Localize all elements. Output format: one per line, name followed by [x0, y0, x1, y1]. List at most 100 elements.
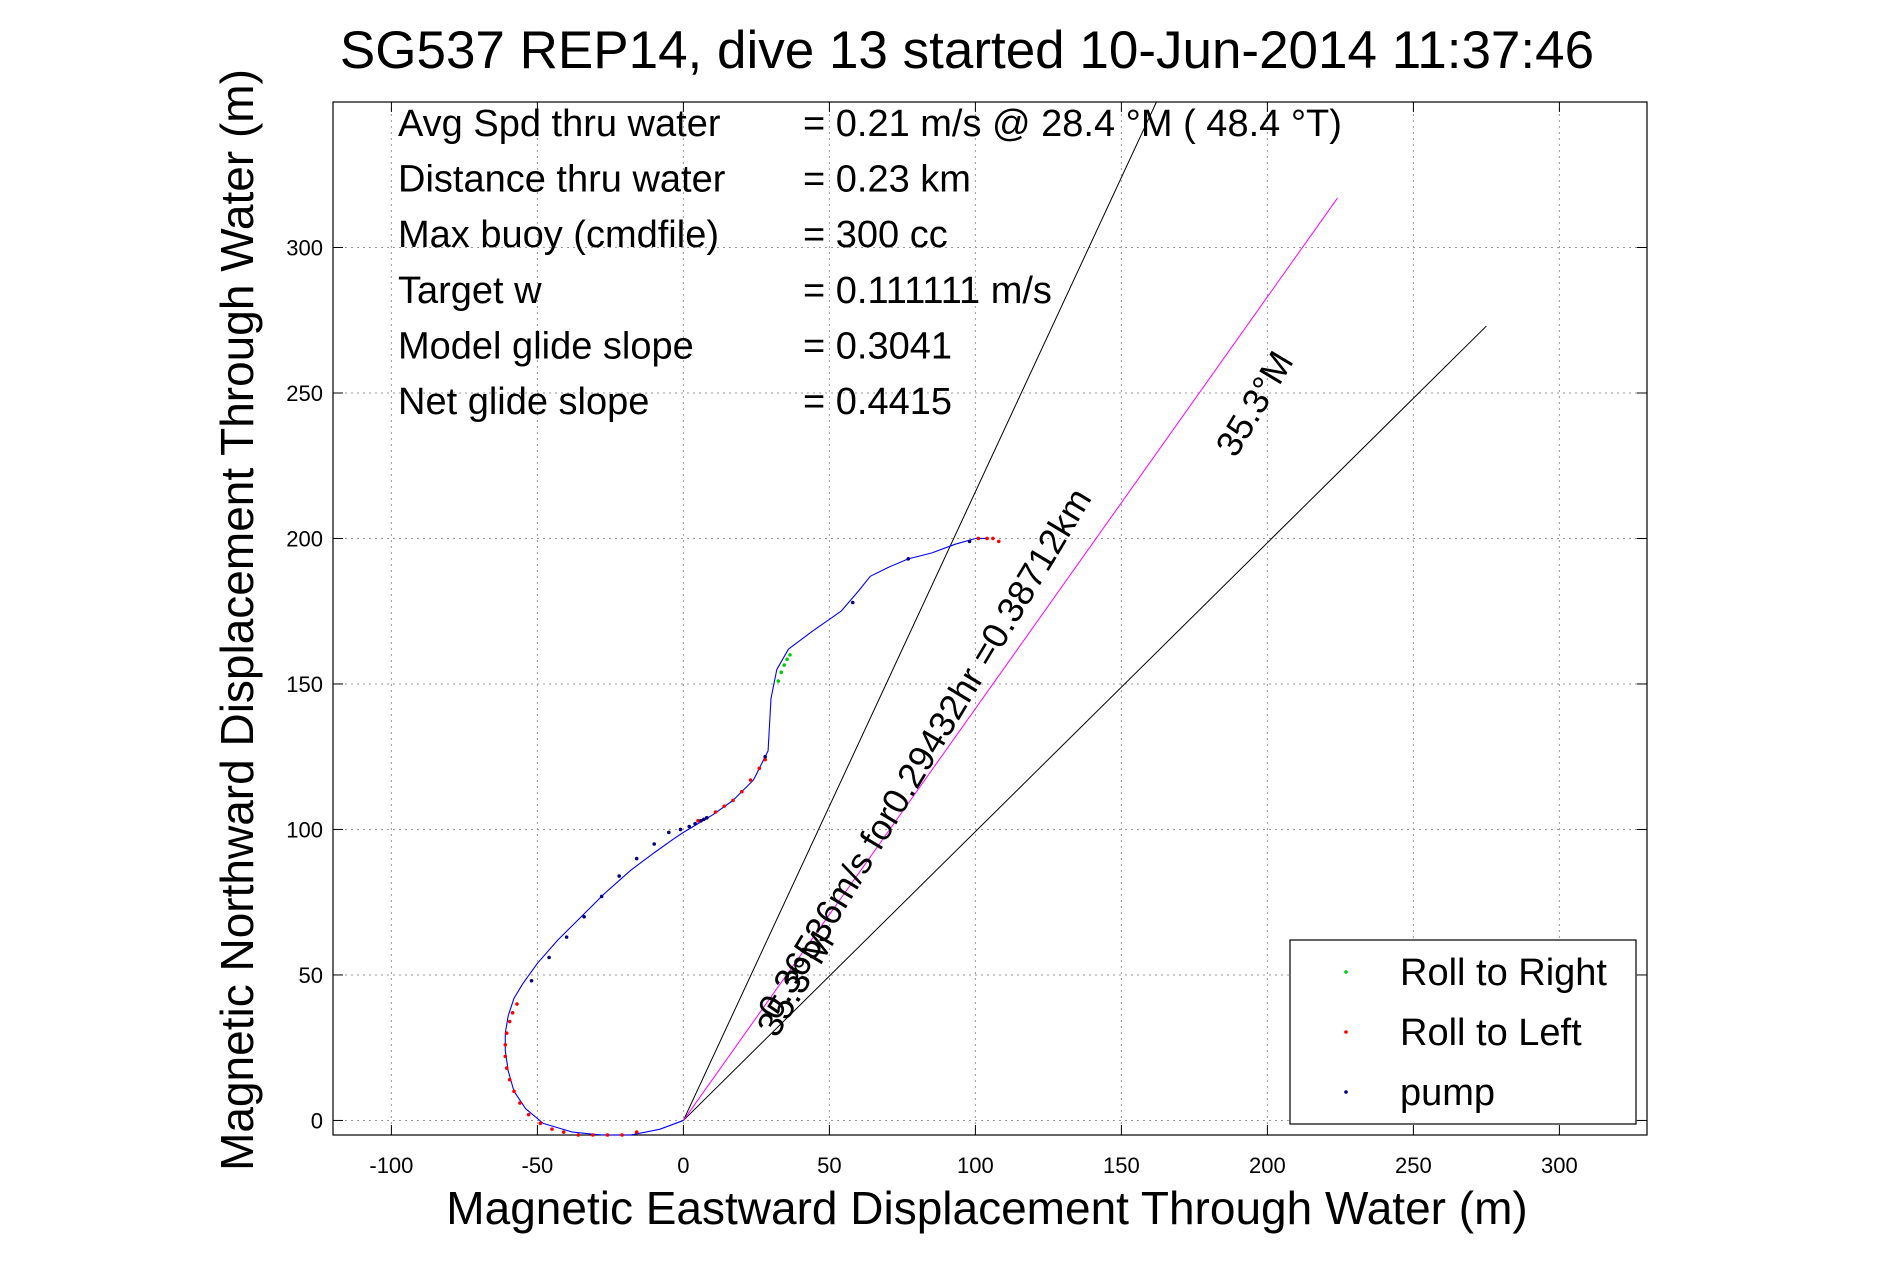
chart-title: SG537 REP14, dive 13 started 10-Jun-2014… [340, 21, 1594, 80]
y-tick-label: 50 [299, 963, 323, 988]
stat-value: = 0.23 km [803, 159, 971, 201]
legend-entry-pump: pump [1344, 1072, 1495, 1114]
legend-marker-pump [1344, 1090, 1348, 1094]
heading-line [683, 325, 1487, 1121]
x-tick-label: 200 [1249, 1153, 1286, 1178]
pump-point [564, 935, 569, 939]
stat-label: Target w [398, 270, 542, 312]
y-axis-label: Magnetic Northward Displacement Through … [211, 69, 263, 1171]
roll-left-point [515, 1002, 519, 1006]
pump-point [699, 818, 703, 823]
roll-left-point [510, 1010, 515, 1015]
plot-frame [332, 101, 1648, 1136]
x-tick-label: 0 [677, 1153, 689, 1178]
stat-label: Distance thru water [398, 159, 726, 201]
pump-point [906, 557, 911, 561]
x-tick-label: 50 [817, 1153, 841, 1178]
track-line [504, 537, 988, 1136]
roll-left-point [591, 1133, 595, 1137]
roll-right-point [782, 663, 786, 667]
roll-left-point [504, 1066, 509, 1070]
x-axis-label: Magnetic Eastward Displacement Through W… [446, 1182, 1527, 1234]
y-tick-label: 100 [286, 817, 323, 842]
roll-left-point [985, 536, 989, 541]
stat-label: Model glide slope [398, 325, 694, 367]
ticks-layer: -100 -50 0 50 100 150 200 250 300 0 50 100 150 200 250… [286, 102, 1647, 1178]
x-tick-label: 300 [1541, 1153, 1578, 1178]
pump-point [652, 842, 656, 846]
roll-right-point [779, 670, 784, 675]
pump-point [763, 754, 767, 759]
legend-marker-roll-right [1344, 970, 1348, 974]
pump-point [702, 817, 706, 822]
roll-left-point [518, 1101, 522, 1105]
x-tick-label: -100 [369, 1153, 413, 1178]
pump-point [547, 955, 551, 960]
pump-point [667, 830, 671, 835]
roll-left-point [561, 1130, 566, 1134]
roll-right-point [776, 679, 781, 683]
roll-left-point [696, 818, 700, 823]
legend-entry-roll-left: Roll to Left [1344, 1012, 1582, 1054]
stat-label: Net glide slope [398, 381, 649, 423]
pump-point [678, 827, 683, 832]
stat-label: Max buoy (cmdfile) [398, 214, 719, 256]
y-tick-label: 300 [286, 235, 323, 260]
roll-left-point [512, 1089, 516, 1094]
roll-left-point [605, 1133, 610, 1137]
stats-block: Avg Spd thru water = 0.21 m/s @ 28.4 °M … [398, 103, 1342, 423]
stat-value: = 0.111111 m/s [803, 270, 1052, 312]
roll-right-point [788, 653, 792, 657]
stat-value: = 0.3041 [803, 325, 952, 367]
legend-label: Roll to Right [1400, 952, 1607, 994]
roll-left-point [731, 798, 735, 803]
roll-left-point [722, 804, 727, 808]
points-layer [503, 536, 1001, 1137]
y-tick-label: 150 [286, 672, 323, 697]
roll-left-point [576, 1133, 581, 1137]
roll-left-point [503, 1042, 508, 1047]
x-tick-label: 250 [1395, 1153, 1432, 1178]
roll-left-point [504, 1031, 509, 1035]
pump-point [634, 856, 639, 861]
stat-label: Avg Spd thru water [398, 103, 721, 145]
roll-left-point [550, 1127, 554, 1131]
legend: Roll to Right Roll to Left pump [1289, 939, 1637, 1125]
x-tick-label: 150 [1103, 1153, 1140, 1178]
roll-left-point [507, 1077, 512, 1082]
roll-left-point [763, 757, 767, 762]
roll-left-point [991, 536, 995, 541]
pump-point [529, 978, 534, 983]
legend-label: pump [1400, 1072, 1495, 1114]
heading-line [682, 101, 1157, 1121]
roll-left-point [526, 1112, 531, 1117]
x-tick-label: -50 [522, 1153, 554, 1178]
roll-left-point [996, 539, 1001, 544]
legend-entry-roll-right: Roll to Right [1344, 952, 1607, 994]
roll-left-point [538, 1121, 543, 1126]
y-tick-label: 250 [286, 381, 323, 406]
stat-value: = 0.21 m/s @ 28.4 °M ( 48.4 °T) [803, 103, 1342, 145]
pump-point [687, 824, 692, 829]
pump-point [617, 874, 621, 878]
roll-left-point [503, 1054, 508, 1059]
roll-right-point [785, 657, 789, 662]
stat-value: = 300 cc [803, 214, 948, 256]
heading-line [682, 197, 1338, 1121]
roll-left-point [740, 789, 744, 794]
pump-point [967, 539, 972, 544]
grid-layer [333, 102, 1647, 1135]
roll-left-point [976, 536, 981, 541]
legend-label: Roll to Left [1400, 1012, 1582, 1054]
stat-value: = 0.4415 [803, 381, 952, 423]
pump-point [704, 816, 709, 820]
roll-left-point [748, 778, 753, 782]
roll-left-point [634, 1130, 639, 1134]
roll-left-point [757, 766, 762, 771]
roll-left-point [713, 810, 718, 814]
roll-left-point [620, 1133, 624, 1137]
pump-point [850, 600, 855, 605]
roll-left-point [507, 1019, 512, 1024]
pump-point [582, 914, 586, 919]
